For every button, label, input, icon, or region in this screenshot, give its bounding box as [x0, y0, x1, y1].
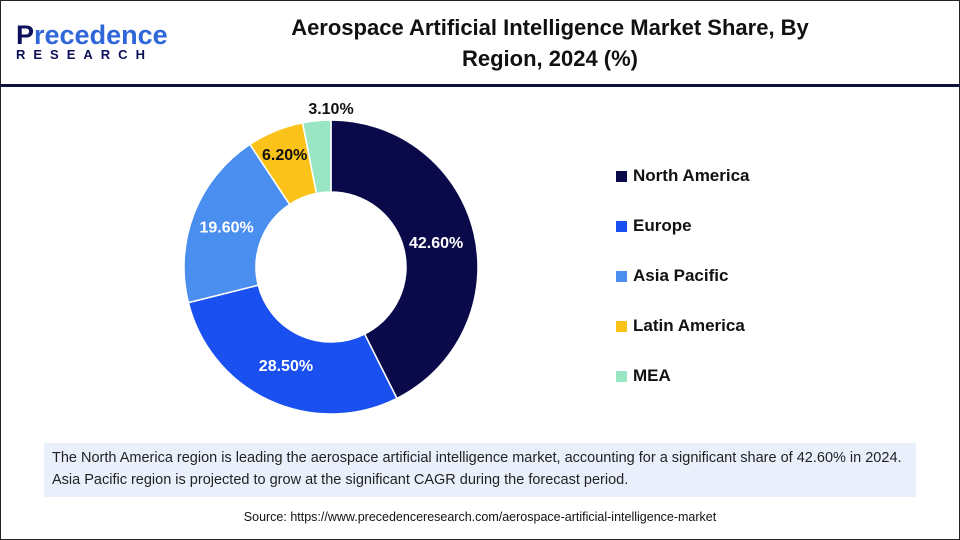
- logo-text: recedence: [34, 20, 168, 50]
- logo-p: P: [16, 20, 35, 50]
- legend-swatch: [616, 270, 627, 282]
- legend-label: Latin America: [633, 316, 745, 335]
- logo-subtext: RESEARCH: [16, 47, 153, 62]
- data-label: 3.10%: [308, 101, 353, 118]
- legend-item: Latin America: [616, 301, 750, 351]
- slice-asia-pacific: [183, 143, 291, 304]
- slice-mea: [301, 119, 332, 195]
- legend-item: North America: [616, 151, 750, 201]
- legend-label: MEA: [633, 366, 671, 385]
- chart-title: Aerospace Artificial Intelligence Market…: [291, 15, 809, 71]
- legend-label: North America: [633, 166, 750, 185]
- legend-swatch: [616, 170, 627, 182]
- summary-note: The North America region is leading the …: [44, 443, 916, 497]
- header-divider: [0, 84, 960, 87]
- slice-north-america: [330, 119, 479, 400]
- legend-swatch: [616, 220, 627, 232]
- donut-chart: 42.60% 28.50% 19.60% 6.20% 3.10%: [183, 101, 479, 415]
- legend-label: Europe: [633, 216, 692, 235]
- legend-item: MEA: [616, 351, 750, 401]
- legend-swatch: [616, 320, 627, 332]
- legend-label: Asia Pacific: [633, 266, 729, 285]
- data-label: 28.50%: [259, 358, 313, 375]
- legend: North America Europe Asia Pacific Latin Ame…: [616, 151, 750, 401]
- legend-item: Asia Pacific: [616, 251, 750, 301]
- slice-europe: [187, 284, 398, 415]
- data-label: 6.20%: [262, 147, 307, 164]
- legend-item: Europe: [616, 201, 750, 251]
- data-label: 19.60%: [199, 219, 253, 236]
- logo: Precedence RESEARCH: [16, 20, 168, 62]
- legend-swatch: [616, 370, 627, 382]
- data-label: 42.60%: [409, 235, 463, 252]
- source-text: Source: https://www.precedenceresearch.c…: [243, 510, 717, 524]
